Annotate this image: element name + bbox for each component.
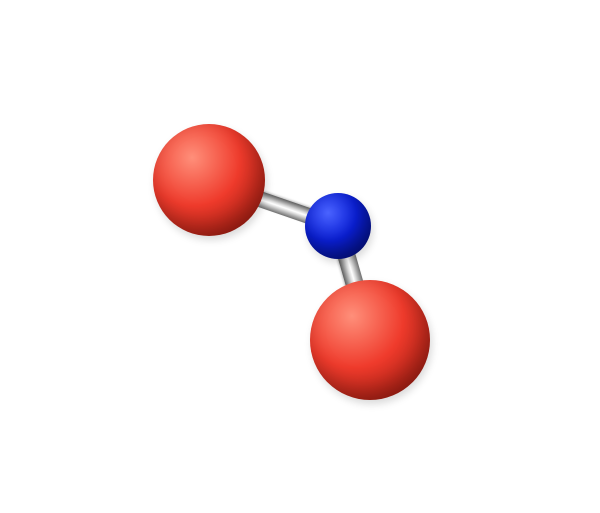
atom-oxygen-top-left xyxy=(153,124,265,236)
molecule-scene xyxy=(0,0,600,513)
atom-nitrogen-center xyxy=(305,193,371,259)
atom-oxygen-bottom-right xyxy=(310,280,430,400)
